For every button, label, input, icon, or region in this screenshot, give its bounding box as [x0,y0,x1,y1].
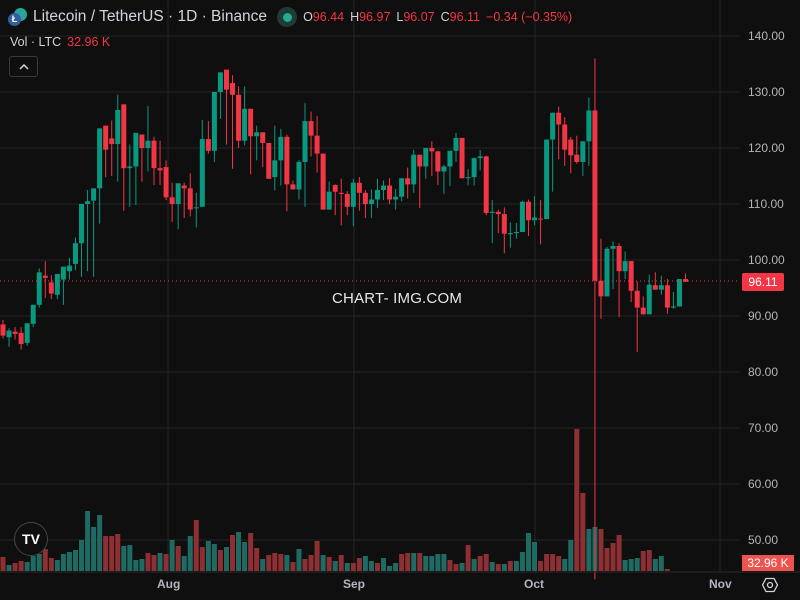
price-tick-label: 100.00 [748,253,785,267]
volume-legend: Vol · LTC 32.96 K [10,35,110,49]
settings-icon[interactable] [762,577,778,593]
candlesticks [0,58,689,580]
symbol-legend: Ł Litecoin / TetherUS · 1D · Binance O96… [8,7,572,27]
last-volume-tag: 32.96 K [742,555,794,571]
watermark: CHART- IMG.COM [332,290,463,307]
market-status-icon[interactable] [277,7,298,27]
price-tick-label: 80.00 [748,365,779,379]
ohlc-values: O96.44 H96.97 L96.07 C96.11 −0.34 (−0.35… [303,10,572,24]
price-tick-label: 130.00 [748,85,785,99]
close-label: C [440,10,450,24]
time-tick-label: Oct [524,577,545,591]
price-tick-label: 120.00 [748,141,785,155]
price-tick-label: 70.00 [748,421,779,435]
chevron-up-icon [18,63,29,70]
price-tick-label: 50.00 [748,533,779,547]
high-value: 96.97 [359,10,391,24]
close-value: 96.11 [449,10,481,24]
symbol-title[interactable]: Litecoin / TetherUS · 1D · Binance [33,8,268,25]
change-value: −0.34 (−0.35%) [486,10,573,24]
last-price-tag: 96.11 [742,273,784,291]
tradingview-logo-icon[interactable]: TV [14,522,48,556]
volume-bars [0,429,670,571]
price-tick-label: 140.00 [748,29,785,43]
open-label: O [303,10,313,24]
time-tick-label: Aug [157,577,181,591]
price-tick-label: 110.00 [748,197,784,211]
price-tick-label: 60.00 [748,477,779,491]
grid-lines [0,0,740,572]
low-value: 96.07 [403,10,435,24]
volume-value: 32.96 K [67,35,111,49]
open-value: 96.44 [312,10,345,24]
collapse-legend-button[interactable] [9,56,38,77]
price-tick-label: 90.00 [748,309,779,323]
time-tick-label: Nov [709,577,732,591]
logo-text: TV [22,531,40,547]
low-label: L [396,10,404,24]
time-tick-label: Sep [343,577,366,591]
litecoin-tether-icon: Ł [8,7,28,27]
volume-label: Vol · LTC [10,35,62,49]
high-label: H [350,10,360,24]
